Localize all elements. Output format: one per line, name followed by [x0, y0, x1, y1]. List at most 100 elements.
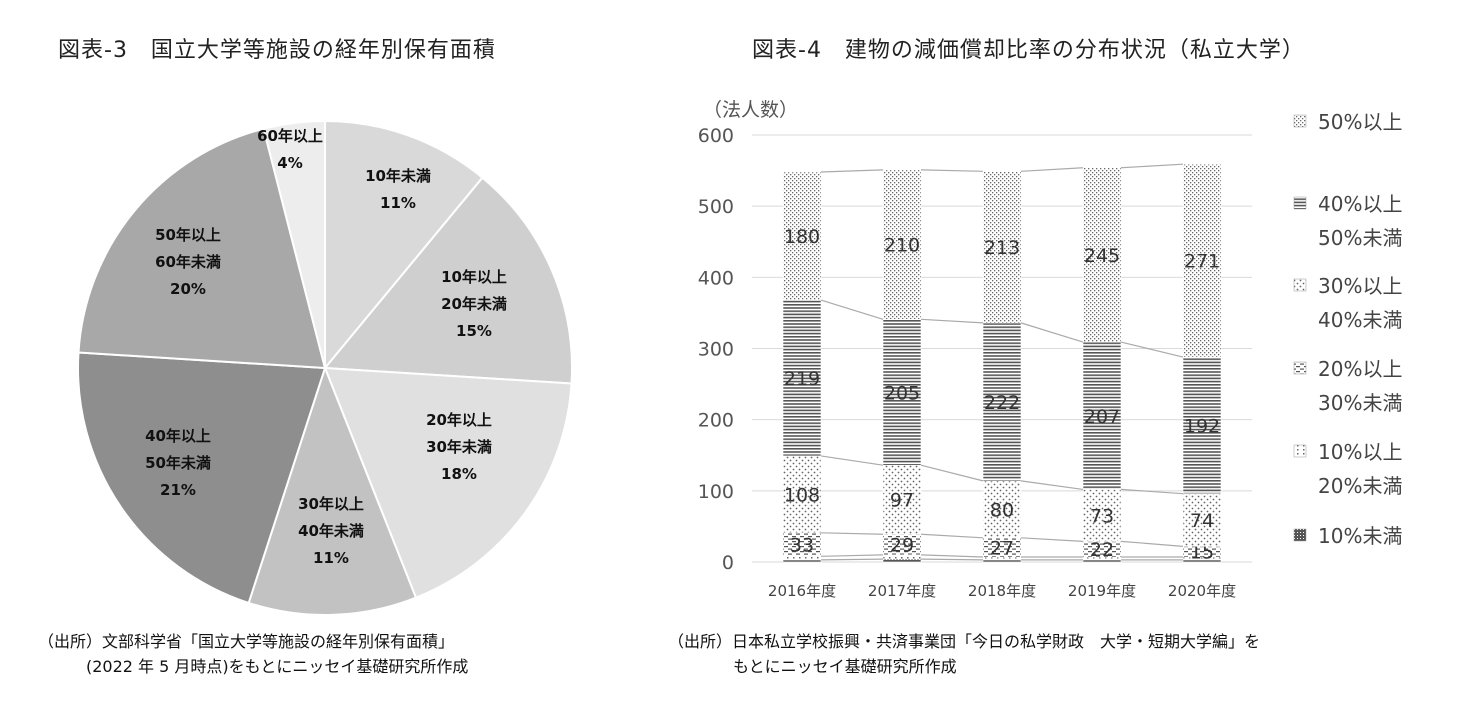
pie-chart: 10年未満 11% 10年以上 20年未満 15% 20年以上 30年未満 18% 30年以上 4… [77, 119, 573, 616]
bar-data-label: 80 [990, 499, 1014, 521]
legend-swatch [1293, 361, 1307, 375]
bar-segment [1182, 356, 1222, 494]
x-tick-label: 2020年度 [1168, 582, 1236, 600]
pie-source-line-1: （出所）文部科学省「国立大学等施設の経年別保有面積」 [38, 632, 455, 651]
pie-slice-label: 60年以上 4% [257, 127, 323, 172]
bar-data-label: 22 [1090, 539, 1114, 561]
bar-segment [882, 169, 922, 320]
bar-segment [782, 455, 822, 534]
y-tick-label: 300 [698, 339, 734, 361]
bar-source-line-2: もとにニッセイ基礎研究所作成 [733, 657, 957, 676]
series-connector-line [1020, 322, 1084, 343]
bar-segment [1082, 341, 1122, 490]
y-tick-label: 600 [698, 125, 734, 147]
series-connector-line [820, 455, 884, 466]
x-tick-label: 2017年度 [868, 582, 936, 600]
series-connector-line [1020, 480, 1084, 491]
legend-label: 10%未満 [1318, 524, 1402, 548]
y-tick-label: 200 [698, 410, 734, 432]
pie-slice [322, 176, 573, 385]
x-tick-label: 2019年度 [1068, 582, 1136, 600]
pie-slice-label: 40年以上 50年未満 21% [145, 427, 211, 499]
y-axis-label: （法人数） [703, 99, 798, 121]
legend-swatch [1293, 196, 1307, 210]
series-connector-line [1120, 341, 1184, 358]
series-connector-line [920, 558, 984, 561]
bar-data-label: 97 [890, 490, 914, 512]
pie-slice-label: 50年以上 60年未満 20% [155, 226, 221, 298]
bar-data-label: 271 [1184, 251, 1220, 273]
y-tick-label: 500 [698, 196, 734, 218]
legend-label: 20%未満 [1318, 474, 1402, 498]
bar-segment [882, 319, 922, 466]
series-connector-line [920, 318, 984, 324]
bar-segment [782, 299, 822, 457]
series-connector-line [920, 464, 984, 482]
legend-label: 30%未満 [1318, 391, 1402, 415]
bar-data-label: 108 [784, 484, 820, 506]
series-connector-line [1020, 537, 1084, 542]
bar-data-label: 205 [884, 382, 920, 404]
pie-slice-label: 10年未満 11% [365, 167, 431, 212]
legend-swatch [1293, 278, 1307, 292]
bar-data-label: 74 [1190, 510, 1214, 532]
bar-data-label: 222 [984, 392, 1020, 414]
bar-segment [1082, 489, 1122, 542]
bar-chart-title: 図表-4 建物の減価償却比率の分布状況（私立大学） [752, 38, 1305, 63]
legend-label: 10%以上 [1318, 440, 1402, 464]
series-connector-line [920, 533, 984, 539]
pie-slice [77, 351, 327, 605]
series-connector-line [1120, 540, 1184, 547]
series-connector-line [820, 169, 884, 173]
bar-segment [1182, 163, 1222, 358]
legend-label: 40%以上 [1318, 192, 1402, 216]
legend-swatch [1293, 444, 1307, 458]
bar-source-line-1: （出所）日本私立学校振興・共済事業団「今日の私学財政 大学・短期大学編」を [668, 632, 1261, 651]
pie-slice [77, 127, 327, 370]
pie-slice [262, 119, 326, 369]
bar-data-label: 219 [784, 368, 820, 390]
bar-segment [982, 480, 1022, 539]
legend-label: 50%未満 [1318, 226, 1402, 250]
bar-data-label: 180 [784, 226, 820, 248]
pie-slice [324, 119, 484, 371]
legend-label: 50%以上 [1318, 110, 1402, 134]
bar-segment [1182, 493, 1222, 547]
bar-data-label: 192 [1184, 415, 1220, 437]
series-connector-line [820, 532, 884, 535]
pie-source-line-2: (2022 年 5 月時点)をもとにニッセイ基礎研究所作成 [86, 657, 469, 676]
bar-data-label: 15 [1190, 542, 1214, 564]
x-tick-label: 2016年度 [768, 582, 836, 600]
y-tick-label: 0 [722, 552, 734, 574]
bar-segment [882, 464, 922, 535]
bar-data-label: 213 [984, 237, 1020, 259]
bar-segment [782, 559, 822, 563]
bar-segment [1082, 167, 1122, 343]
series-connector-line [1020, 167, 1084, 172]
bar-data-label: 27 [990, 537, 1014, 559]
bar-segment [982, 559, 1022, 563]
bar-segment [782, 556, 822, 561]
legend-swatch [1293, 528, 1307, 542]
series-connector-line [1120, 163, 1184, 169]
pie-chart-title: 図表-3 国立大学等施設の経年別保有面積 [58, 38, 496, 63]
bar-segment [982, 170, 1022, 324]
stacked-bar-chart: 0 100 200 300 400 500 600 （法人数） 33 29 27 22 15 108 97 8… [698, 99, 1403, 600]
series-connector-line [820, 299, 884, 320]
series-connector-line [1120, 488, 1184, 495]
bar-data-label: 73 [1090, 505, 1114, 527]
bar-data-label: 29 [890, 535, 914, 557]
legend-swatch [1293, 114, 1307, 128]
bar-data-label: 210 [884, 235, 920, 257]
bar-data-label: 207 [1084, 406, 1120, 428]
legend-label: 30%以上 [1318, 274, 1402, 298]
y-tick-label: 100 [698, 481, 734, 503]
pie-slice [247, 365, 418, 616]
bar-data-label: 33 [790, 535, 814, 557]
bar-segment [782, 171, 822, 301]
series-connector-line [820, 558, 884, 561]
pie-slice-label: 10年以上 20年未満 15% [441, 268, 507, 340]
pie-slice-label: 20年以上 30年未満 18% [426, 411, 492, 483]
series-connector-line [920, 169, 984, 172]
